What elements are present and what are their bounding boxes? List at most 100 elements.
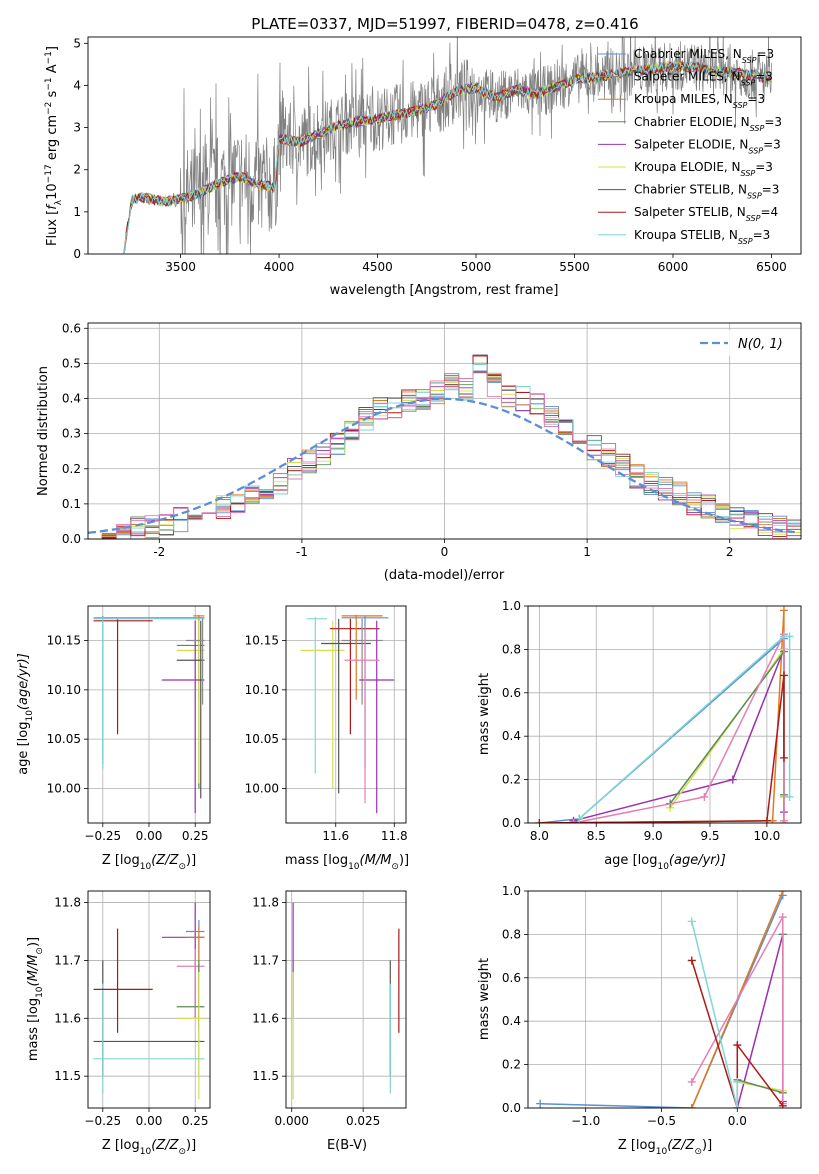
y-tick-label: 10.05 <box>47 732 81 746</box>
y-tick-label: 4 <box>73 78 81 92</box>
weight-marker <box>779 753 788 762</box>
y-tick-label: 10.00 <box>47 781 81 795</box>
axes-frame <box>527 890 802 1109</box>
histogram-step-pink <box>88 372 801 539</box>
plot-area-mass-vs-ebv <box>292 902 400 1100</box>
weight-marker <box>536 1099 545 1108</box>
weight-line <box>539 675 785 823</box>
y-axis-label: age [log10(age/yr)] <box>16 653 35 775</box>
y-tick-label: 10.10 <box>245 683 279 697</box>
spectrum-data-line <box>123 37 772 254</box>
x-tick-label: 9.5 <box>700 829 719 843</box>
y-tick-label: 10.00 <box>245 781 279 795</box>
weight-marker <box>687 917 696 926</box>
x-axis-label: Z [log10(Z/Z⊙)] <box>102 853 196 872</box>
x-tick-label: -2 <box>153 545 165 559</box>
x-tick-label: 8.5 <box>587 829 606 843</box>
legend-label: Salpeter STELIB, NSSP=4 <box>634 205 778 223</box>
axes-mass-vs-ebv: 0.000 0.025 11.5 11.6 11.7 11.8 <box>252 890 407 1128</box>
x-axis-label: Z [log10(Z/Z⊙)] <box>618 1138 712 1157</box>
legend-label: Chabrier MILES, NSSP=3 <box>634 47 774 65</box>
plot-area-mass-vs-z <box>93 902 205 1100</box>
y-tick-label: 0.6 <box>502 686 521 700</box>
plot-area-residuals <box>88 354 801 539</box>
x-axis-label: E(B-V) <box>327 1138 367 1153</box>
model-line-kroupa-stelib <box>123 60 771 253</box>
plot-area-mass-weight-vs-z <box>536 891 787 1108</box>
y-axis-label: Flux [fλ10−17 erg cm−2 s−1 A−1] <box>44 46 64 246</box>
weight-marker <box>785 792 794 801</box>
y-tick-label: 0.2 <box>502 773 521 787</box>
y-tick-label: 0.4 <box>62 392 81 406</box>
weight-marker <box>778 891 787 895</box>
x-tick-label: 0.00 <box>136 1114 163 1128</box>
y-tick-label: 0.4 <box>502 729 521 743</box>
weight-marker <box>779 606 788 615</box>
y-tick-label: 0.2 <box>62 462 81 476</box>
plot-area-mass-weight-vs-age <box>535 606 794 823</box>
legend-label: Salpeter ELODIE, NSSP=3 <box>634 137 781 155</box>
weight-marker <box>687 1077 696 1086</box>
axes-frame <box>87 36 802 255</box>
x-tick-label: 11.6 <box>322 829 349 843</box>
x-axis-label: Z [log10(Z/Z⊙)] <box>102 1138 196 1157</box>
legend-label: Kroupa ELODIE, NSSP=3 <box>634 160 773 178</box>
x-tick-label: 2 <box>726 545 734 559</box>
weight-marker <box>779 816 788 823</box>
x-tick-label: 6500 <box>756 260 787 274</box>
y-axis-label: mass [log10(M/M⊙)] <box>26 937 45 1061</box>
legend-box <box>692 330 795 356</box>
weight-line <box>539 636 785 823</box>
weight-marker <box>762 816 771 823</box>
x-axis-label: mass [log10(M/M⊙)] <box>285 853 409 872</box>
y-tick-label: 0 <box>73 247 81 261</box>
x-tick-label: 6000 <box>658 260 689 274</box>
model-line-salpeter-stelib <box>123 61 771 253</box>
x-tick-label: −1.0 <box>571 1114 600 1128</box>
y-tick-label: 2 <box>73 163 81 177</box>
y-tick-label: 0.0 <box>62 532 81 546</box>
axes-mass-weight-vs-age: 8.0 8.5 9.0 9.5 10.0 0.0 0.2 0.4 0.6 0.8 1.0 <box>502 599 802 843</box>
y-tick-label: 11.6 <box>54 1011 81 1025</box>
y-axis-label: mass weight <box>477 673 492 755</box>
legend-label: Chabrier STELIB, NSSP=3 <box>634 183 779 201</box>
y-tick-label: 10.05 <box>245 732 279 746</box>
y-axis-label: Normed distribution <box>36 366 51 496</box>
plot-area-age-vs-mass <box>300 614 395 814</box>
figure-title: PLATE=0337, MJD=51997, FIBERID=0478, z=0… <box>251 15 638 33</box>
legend-label: Salpeter MILES, NSSP=3 <box>634 70 773 88</box>
x-axis-label: (data-model)/error <box>384 568 505 583</box>
y-tick-label: 0.8 <box>502 927 521 941</box>
axes-age-vs-z: −0.25 0.00 0.25 10.00 10.05 10.10 10.15 <box>47 605 211 843</box>
weight-line <box>539 610 785 823</box>
weight-marker <box>778 1101 787 1108</box>
axes-spectrum: 3500 4000 4500 5000 5500 6000 6500 0 1 2 3 4 5 <box>73 36 802 274</box>
axes-age-vs-mass: 11.6 11.8 10.00 10.05 10.10 10.15 <box>245 605 408 843</box>
legend-label: Chabrier ELODIE, NSSP=3 <box>634 115 782 133</box>
weight-marker <box>535 819 544 823</box>
x-tick-label: 9.0 <box>644 829 663 843</box>
weight-marker <box>569 819 578 823</box>
y-tick-label: 11.7 <box>252 953 279 967</box>
weight-marker <box>575 814 584 823</box>
x-tick-label: 0.00 <box>136 829 163 843</box>
x-tick-label: 5500 <box>559 260 590 274</box>
x-tick-label: 11.8 <box>381 829 408 843</box>
axes-residuals: -2 -1 0 1 2 0.0 0.1 0.2 0.3 0.4 0.5 0.6 <box>62 321 802 559</box>
y-tick-label: 10.10 <box>47 683 81 697</box>
x-tick-label: 0.0 <box>728 1114 747 1128</box>
y-tick-label: 11.7 <box>54 953 81 967</box>
axes-frame <box>285 890 407 1109</box>
x-tick-label: 0.25 <box>182 1114 209 1128</box>
y-tick-label: 0.6 <box>502 971 521 985</box>
weight-marker <box>779 671 788 680</box>
x-tick-label: 0.025 <box>346 1114 380 1128</box>
y-tick-label: 11.6 <box>252 1011 279 1025</box>
x-tick-label: 10.0 <box>754 829 781 843</box>
x-tick-label: 0.25 <box>182 829 209 843</box>
weight-line <box>540 895 784 1108</box>
y-tick-label: 0.6 <box>62 321 81 335</box>
weight-line <box>691 960 784 1108</box>
y-axis-label: mass weight <box>477 958 492 1040</box>
axes-frame <box>527 605 802 824</box>
